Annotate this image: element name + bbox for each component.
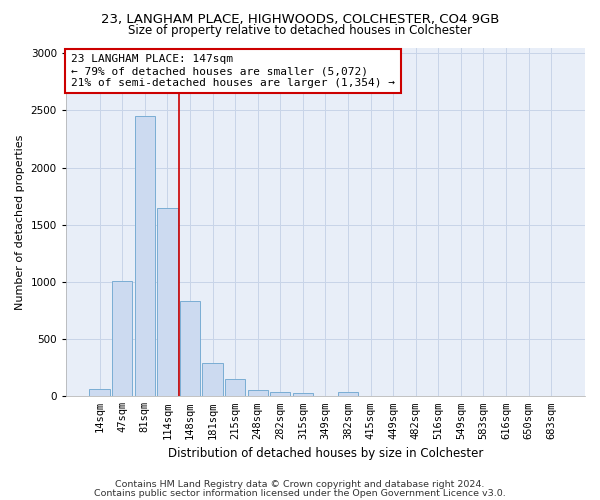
Text: Contains HM Land Registry data © Crown copyright and database right 2024.: Contains HM Land Registry data © Crown c…: [115, 480, 485, 489]
Bar: [157, 208, 178, 396]
Bar: [180, 301, 200, 396]
Bar: [89, 390, 110, 396]
Bar: [225, 380, 245, 396]
Bar: [338, 392, 358, 396]
Text: Contains public sector information licensed under the Open Government Licence v3: Contains public sector information licen…: [94, 489, 506, 498]
Bar: [134, 116, 155, 396]
Y-axis label: Number of detached properties: Number of detached properties: [15, 134, 25, 310]
Bar: [112, 282, 133, 397]
Bar: [293, 394, 313, 396]
Bar: [270, 392, 290, 396]
Text: 23 LANGHAM PLACE: 147sqm
← 79% of detached houses are smaller (5,072)
21% of sem: 23 LANGHAM PLACE: 147sqm ← 79% of detach…: [71, 54, 395, 88]
Text: Size of property relative to detached houses in Colchester: Size of property relative to detached ho…: [128, 24, 472, 37]
X-axis label: Distribution of detached houses by size in Colchester: Distribution of detached houses by size …: [168, 447, 483, 460]
Bar: [202, 363, 223, 396]
Bar: [248, 390, 268, 396]
Text: 23, LANGHAM PLACE, HIGHWOODS, COLCHESTER, CO4 9GB: 23, LANGHAM PLACE, HIGHWOODS, COLCHESTER…: [101, 12, 499, 26]
